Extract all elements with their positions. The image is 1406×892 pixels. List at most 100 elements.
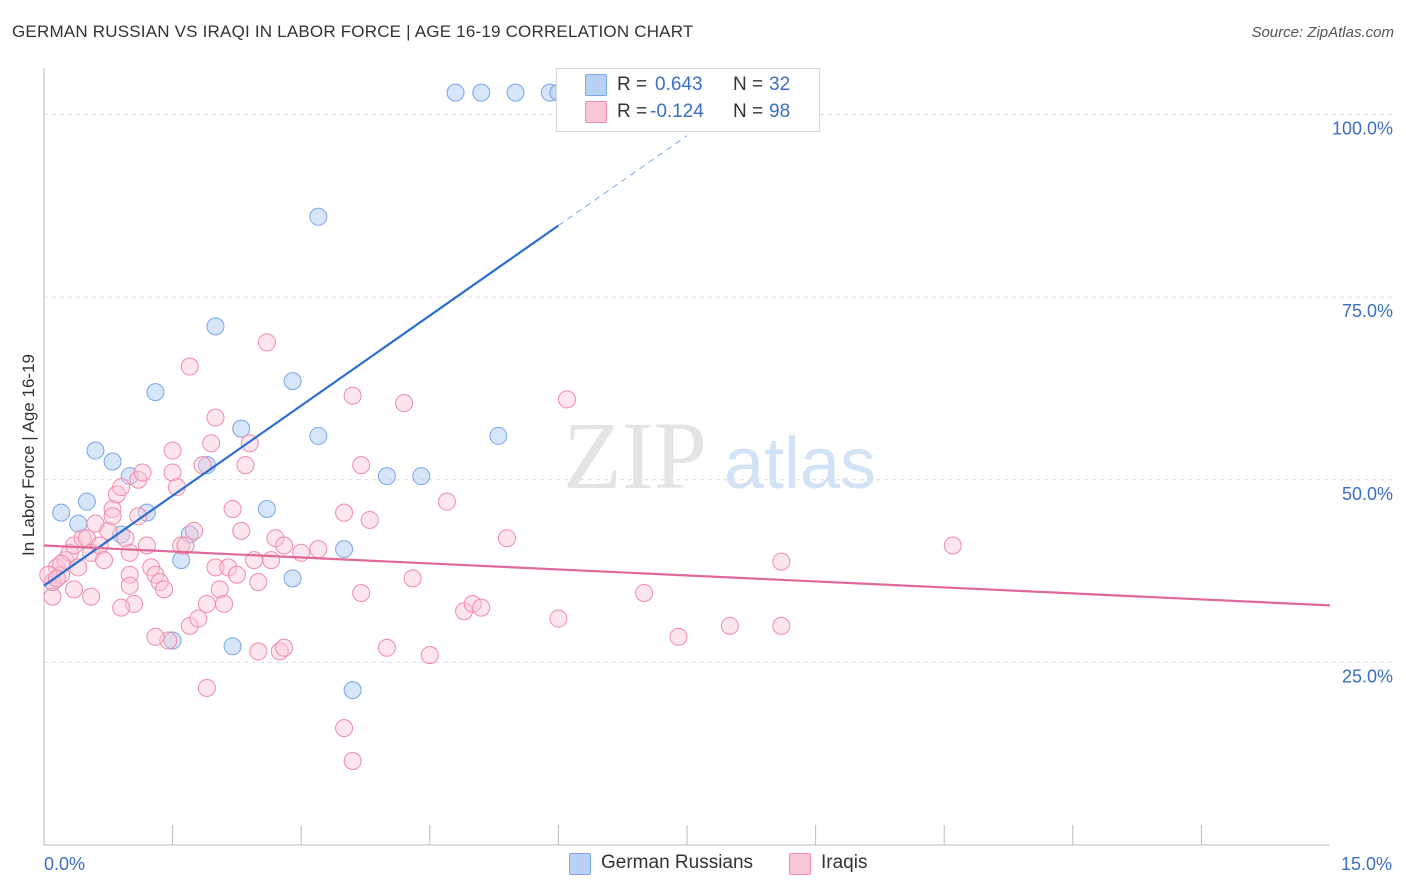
y-tick-label: 100.0% xyxy=(1332,119,1393,139)
german-russians-point xyxy=(223,637,242,656)
bottom-legend-swatch-pink xyxy=(789,853,811,875)
iraqis-point xyxy=(163,441,182,460)
legend-n-label: N = xyxy=(733,101,764,122)
watermark-atlas: atlas xyxy=(724,424,876,504)
german-russians-point xyxy=(472,83,491,102)
bottom-legend-swatch-blue xyxy=(569,853,591,875)
iraqis-point xyxy=(215,594,234,613)
legend-swatch-blue xyxy=(585,74,607,96)
iraqis-point xyxy=(395,394,414,413)
iraqis-point xyxy=(343,386,362,405)
german-russians-point xyxy=(103,452,122,471)
german-russians-point xyxy=(489,426,508,445)
tick-labels: 25.0% 50.0% 75.0% 100.0% 0.0% 15.0% xyxy=(44,119,1393,874)
iraqis-point xyxy=(377,638,396,657)
iraqis-point xyxy=(189,609,208,628)
iraqis-point xyxy=(176,536,195,555)
grid-lines xyxy=(44,114,1392,663)
iraqis-point xyxy=(249,573,268,592)
iraqis-point xyxy=(437,492,456,511)
legend-r-value: -0.124 xyxy=(650,101,704,122)
iraqis-point xyxy=(95,551,114,570)
iraqis-point xyxy=(352,583,371,602)
iraqis-point xyxy=(172,536,191,555)
iraqis-point xyxy=(472,598,491,617)
iraqis-point xyxy=(497,529,516,548)
iraqis-point xyxy=(206,408,225,427)
iraqis-point xyxy=(103,499,122,518)
iraqis-point xyxy=(360,510,379,529)
legend-r-label: R = xyxy=(617,101,648,122)
iraqis-point xyxy=(43,587,62,606)
bottom-legend-label: German Russians xyxy=(601,852,754,873)
x-tick-label: 0.0% xyxy=(44,854,85,874)
iraqis-point xyxy=(223,499,242,518)
iraqis-point xyxy=(206,558,225,577)
iraqis-point xyxy=(275,638,294,657)
y-axis-label: In Labor Force | Age 16-19 xyxy=(19,354,38,556)
iraqis-point xyxy=(335,503,354,522)
iraqis-point xyxy=(133,463,152,482)
legend-row-iraqis: R = -0.124 N = 98 xyxy=(557,101,819,127)
legend-n-label: N = xyxy=(733,74,764,95)
iraqis-point xyxy=(463,594,482,613)
y-tick-label: 75.0% xyxy=(1342,301,1393,321)
german-russians-point xyxy=(146,383,165,402)
iraqis-point xyxy=(262,551,281,570)
iraqis-point xyxy=(669,627,688,646)
german-russians-point xyxy=(309,426,328,445)
german-russians-point xyxy=(377,467,396,486)
german-russians-trend-line xyxy=(43,224,560,587)
iraqis-point xyxy=(163,463,182,482)
iraqis-point xyxy=(943,536,962,555)
german-russians-trend-extension xyxy=(558,135,688,226)
iraqis-point xyxy=(236,456,255,475)
german-russians-point xyxy=(232,419,251,438)
german-russians-point xyxy=(412,467,431,486)
legend-n-value: 98 xyxy=(769,101,791,122)
german-russians-point xyxy=(283,372,302,391)
german-russians-point xyxy=(343,681,362,700)
iraqis-point xyxy=(772,616,791,635)
iraqis-point xyxy=(403,569,422,588)
german-russians-point xyxy=(86,441,105,460)
german-russians-point xyxy=(446,83,465,102)
axes xyxy=(43,68,1330,846)
iraqis-point xyxy=(185,521,204,540)
iraqis-point xyxy=(120,543,139,562)
legend-swatch-pink xyxy=(585,101,607,123)
y-tick-label: 50.0% xyxy=(1342,484,1393,504)
iraqis-point xyxy=(557,390,576,409)
iraqis-point xyxy=(155,580,174,599)
correlation-legend: R = 0.643 N = 32 R = -0.124 N = 98 xyxy=(556,68,820,132)
iraqis-point xyxy=(146,627,165,646)
german-russians-point xyxy=(77,492,96,511)
iraqis-point xyxy=(197,594,216,613)
german-russians-point xyxy=(206,317,225,336)
legend-r-label: R = xyxy=(617,74,648,95)
iraqis-point xyxy=(335,719,354,738)
german-russians-point xyxy=(257,499,276,518)
german-russians-point xyxy=(163,631,182,650)
legend-n-value: 32 xyxy=(769,74,791,95)
iraqis-point xyxy=(112,478,131,497)
iraqis-point xyxy=(65,580,84,599)
iraqis-point xyxy=(720,616,739,635)
watermark-zip: ZIP xyxy=(563,402,707,509)
iraqis-point xyxy=(227,565,246,584)
iraqis-point xyxy=(103,507,122,526)
iraqis-point xyxy=(112,598,131,617)
iraqis-point xyxy=(275,536,294,555)
trend-lines xyxy=(43,135,1331,607)
german-russians-point xyxy=(506,83,525,102)
data-points xyxy=(39,83,962,770)
iraqis-point xyxy=(202,434,221,453)
german-russians-point xyxy=(309,207,328,226)
german-russians-point xyxy=(335,540,354,559)
iraqis-point xyxy=(257,333,276,352)
iraqis-point xyxy=(352,456,371,475)
iraqis-point xyxy=(635,583,654,602)
german-russians-point xyxy=(52,503,71,522)
iraqis-trend-line xyxy=(43,544,1331,607)
iraqis-point xyxy=(52,554,71,573)
